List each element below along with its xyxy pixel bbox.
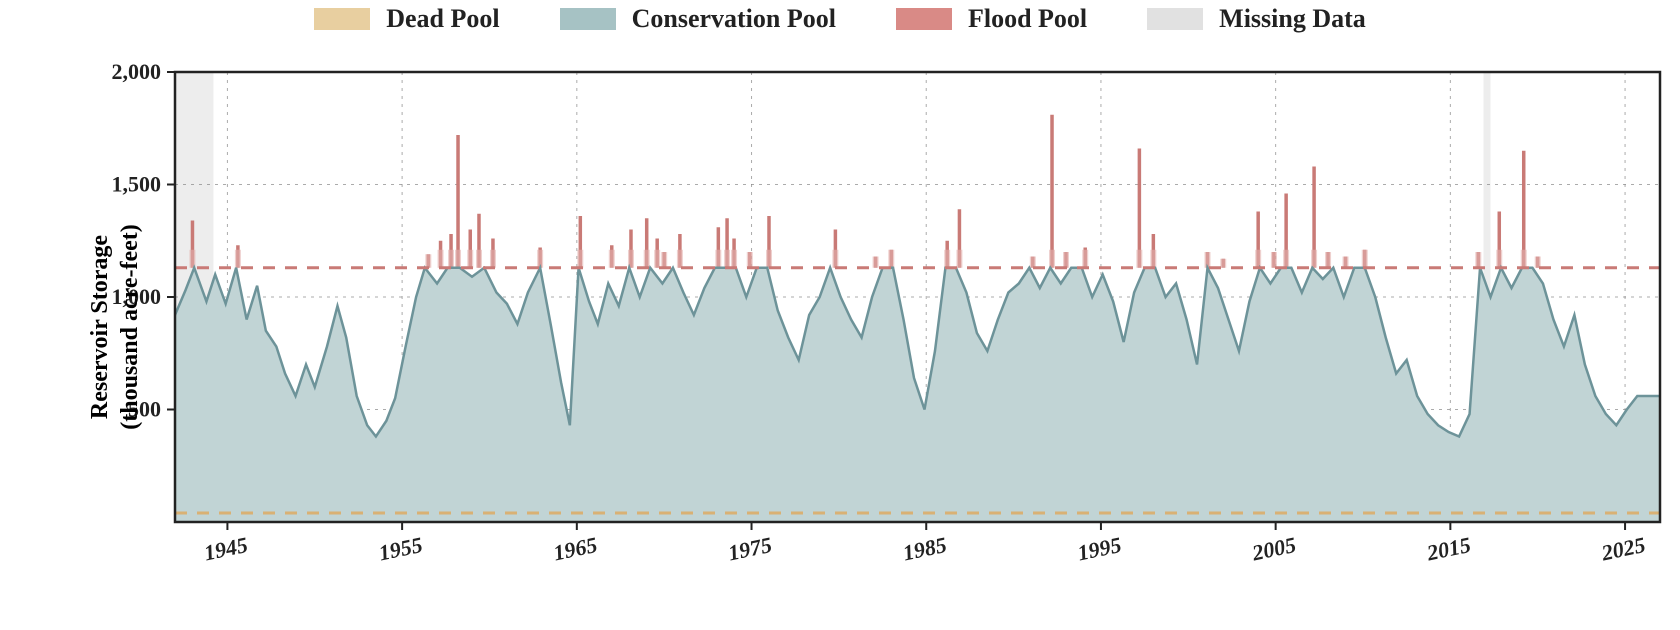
legend-item-dead-pool: Dead Pool <box>314 4 499 34</box>
swatch-conservation-pool <box>560 8 616 30</box>
legend-item-conservation-pool: Conservation Pool <box>560 4 836 34</box>
svg-text:1995: 1995 <box>1075 532 1123 566</box>
svg-text:1975: 1975 <box>726 532 774 566</box>
y-axis-label: Reservoir Storage (thousand acre-feet) <box>85 224 145 430</box>
svg-text:2025: 2025 <box>1598 532 1647 566</box>
chart-container: Reservoir Storage (thousand acre-feet) 5… <box>0 42 1680 612</box>
legend-label: Missing Data <box>1219 4 1366 34</box>
legend-item-flood-pool: Flood Pool <box>896 4 1087 34</box>
legend-label: Flood Pool <box>968 4 1087 34</box>
svg-text:2,000: 2,000 <box>112 59 162 84</box>
legend-label: Conservation Pool <box>632 4 836 34</box>
reservoir-storage-chart: 5001,0001,5002,0001945195519651975198519… <box>0 42 1680 612</box>
svg-text:1,500: 1,500 <box>112 172 162 197</box>
legend: Dead Pool Conservation Pool Flood Pool M… <box>0 0 1680 42</box>
svg-text:1985: 1985 <box>901 532 949 566</box>
svg-text:2005: 2005 <box>1249 532 1298 566</box>
svg-text:1955: 1955 <box>376 532 424 566</box>
svg-text:1945: 1945 <box>202 532 250 566</box>
swatch-missing-data <box>1147 8 1203 30</box>
svg-text:2015: 2015 <box>1424 532 1473 566</box>
svg-text:1965: 1965 <box>551 532 599 566</box>
legend-label: Dead Pool <box>386 4 499 34</box>
legend-item-missing-data: Missing Data <box>1147 4 1366 34</box>
swatch-flood-pool <box>896 8 952 30</box>
swatch-dead-pool <box>314 8 370 30</box>
